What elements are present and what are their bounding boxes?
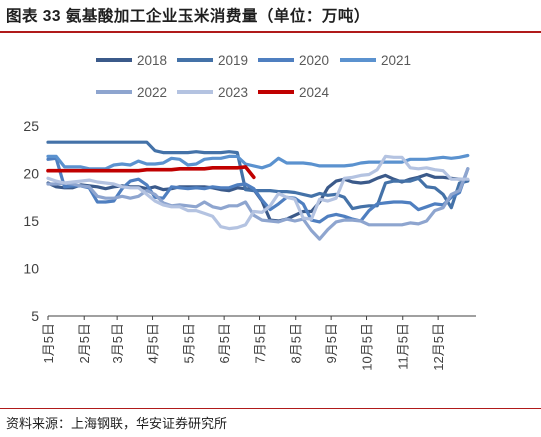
- legend-label-2021: 2021: [381, 53, 411, 68]
- series-line-2021: [46, 153, 470, 171]
- series-group: [46, 140, 470, 241]
- series-line-2019: [46, 140, 470, 211]
- x-tick-label: 1月5日: [41, 323, 56, 363]
- legend-label-2023: 2023: [218, 85, 248, 100]
- y-tick-label: 5: [31, 308, 39, 324]
- figure-title: 图表 33 氨基酸加工企业玉米消费量（单位：万吨）: [6, 8, 370, 25]
- y-tick-label: 10: [23, 261, 39, 277]
- x-tick-label: 8月5日: [289, 323, 304, 363]
- legend-label-2022: 2022: [137, 85, 167, 100]
- x-tick-label: 6月5日: [217, 323, 232, 363]
- x-tick-label: 10月5日: [360, 323, 375, 371]
- legend-label-2019: 2019: [218, 53, 248, 68]
- x-tick-label: 11月5日: [396, 323, 411, 370]
- x-tick-label: 7月5日: [253, 323, 268, 363]
- line-chart: 2018 2019 2020 2021 2022 2023 2024 5 10 15 20 25 1…: [23, 53, 476, 371]
- x-tick-label: 3月5日: [110, 323, 125, 363]
- series-line-2020: [46, 156, 470, 224]
- legend-label-2020: 2020: [299, 53, 329, 68]
- x-tick-label: 2月5日: [77, 323, 92, 363]
- source-rule: [0, 408, 541, 409]
- y-axis: 5 10 15 20 25: [23, 118, 39, 324]
- y-tick-label: 20: [23, 166, 39, 182]
- legend-label-2024: 2024: [299, 85, 330, 100]
- x-tick-label: 9月5日: [324, 323, 339, 363]
- source-note: 资料来源：上海钢联，华安证券研究所: [6, 416, 228, 431]
- series-line-2022: [46, 167, 470, 241]
- title-rule: [0, 31, 541, 33]
- series-line-2023: [46, 154, 470, 231]
- x-tick-label: 4月5日: [146, 323, 161, 363]
- x-axis: 1月5日 2月5日 3月5日 4月5日 5月5日 6月5日 7月5日 8月5日 9月5日 10月5…: [41, 315, 476, 371]
- legend: 2018 2019 2020 2021 2022 2023 2024: [96, 53, 411, 100]
- y-tick-label: 15: [23, 213, 39, 229]
- legend-label-2018: 2018: [137, 53, 167, 68]
- x-tick-label: 12月5日: [431, 323, 446, 371]
- series-line-2024: [46, 165, 256, 180]
- x-tick-label: 5月5日: [182, 323, 197, 363]
- y-tick-label: 25: [23, 118, 39, 134]
